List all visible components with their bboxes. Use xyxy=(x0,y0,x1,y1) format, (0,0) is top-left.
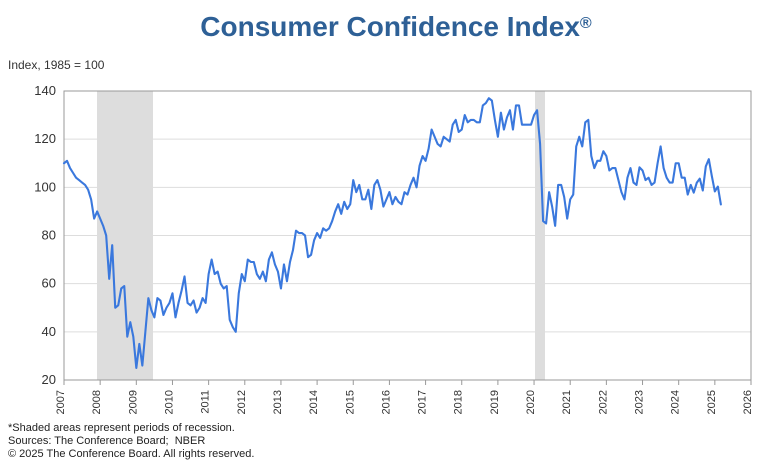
svg-text:2011: 2011 xyxy=(200,390,212,414)
svg-text:2019: 2019 xyxy=(489,390,501,414)
svg-text:60: 60 xyxy=(42,276,56,291)
svg-text:2022: 2022 xyxy=(597,390,609,414)
svg-text:2021: 2021 xyxy=(561,390,573,414)
svg-text:2007: 2007 xyxy=(55,390,67,414)
svg-text:2014: 2014 xyxy=(308,390,320,414)
svg-text:2017: 2017 xyxy=(417,390,429,414)
svg-text:2010: 2010 xyxy=(163,390,175,414)
svg-text:2015: 2015 xyxy=(344,390,356,414)
svg-text:2020: 2020 xyxy=(525,390,537,414)
svg-text:140: 140 xyxy=(34,83,56,98)
svg-text:2023: 2023 xyxy=(634,390,646,414)
svg-text:80: 80 xyxy=(42,228,56,243)
svg-text:2013: 2013 xyxy=(272,390,284,414)
svg-text:120: 120 xyxy=(34,131,56,146)
svg-text:2008: 2008 xyxy=(91,390,103,414)
svg-text:2025: 2025 xyxy=(706,390,718,414)
svg-text:2026: 2026 xyxy=(742,390,754,414)
svg-text:40: 40 xyxy=(42,324,56,339)
svg-text:20: 20 xyxy=(42,372,56,387)
svg-text:2018: 2018 xyxy=(453,390,465,414)
svg-text:2012: 2012 xyxy=(236,390,248,414)
svg-text:2024: 2024 xyxy=(670,390,682,414)
svg-text:100: 100 xyxy=(34,179,56,194)
svg-text:2016: 2016 xyxy=(380,390,392,414)
svg-text:2009: 2009 xyxy=(127,390,139,414)
